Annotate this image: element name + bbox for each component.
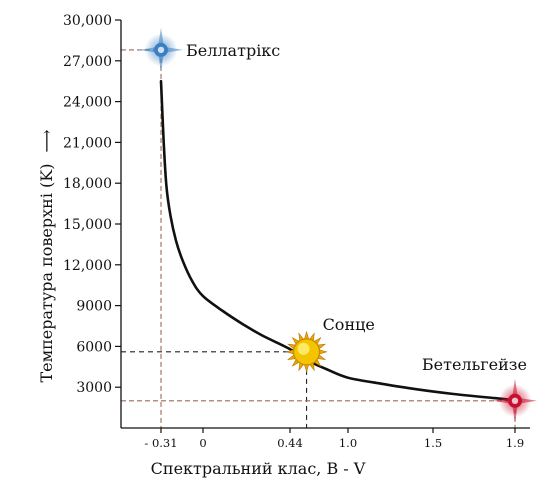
y-tick-label: 30,000 xyxy=(63,13,112,29)
sun-highlight xyxy=(297,342,310,355)
sun-ray xyxy=(304,330,310,340)
bellatrix-marker xyxy=(139,27,183,72)
x-tick-label: 0.44 xyxy=(277,436,303,450)
y-tick-label: 6000 xyxy=(76,339,112,355)
sun-marker xyxy=(285,330,328,373)
x-ticks: - 0.31 0 0.44 1.0 1.5 1.9 xyxy=(144,428,524,450)
star-label: Бетельгейзе xyxy=(422,355,527,374)
x-tick-label: 1.0 xyxy=(339,436,357,450)
star-center xyxy=(157,46,165,54)
x-tick-label: - 0.31 xyxy=(144,436,177,450)
y-tick-label: 24,000 xyxy=(63,95,112,111)
sun-ray xyxy=(319,349,328,355)
x-tick-label: 0 xyxy=(199,436,206,450)
star-label: Сонце xyxy=(323,315,375,334)
sun-ray xyxy=(304,364,310,373)
y-tick-label: 12,000 xyxy=(63,258,112,274)
y-tick-label: 21,000 xyxy=(63,135,112,151)
x-tick-label: 1.5 xyxy=(424,436,442,450)
stars: Беллатрікс Сонце Бетельгейзе xyxy=(139,27,537,423)
y-axis-title: Температура поверхні (K) ⟶ xyxy=(37,129,56,382)
y-ticks: 3000 6000 9000 12,000 15,000 18,000 21,000 24,0… xyxy=(63,13,121,396)
y-tick-label: 15,000 xyxy=(63,217,112,233)
y-tick-label: 27,000 xyxy=(63,54,112,70)
betelgeuse-marker xyxy=(493,378,537,423)
y-axis-title-text: Температура поверхні (K) xyxy=(37,164,56,383)
y-tick-label: 3000 xyxy=(76,380,112,396)
y-axis-arrow: ⟶ xyxy=(37,129,56,152)
temperature-curve xyxy=(159,79,517,402)
y-tick-label: 18,000 xyxy=(63,176,112,192)
x-axis-title: Спектральний клас, B - V xyxy=(151,459,366,478)
star-center xyxy=(511,397,519,404)
star-label: Беллатрікс xyxy=(186,41,280,60)
x-tick-label: 1.9 xyxy=(506,436,524,450)
y-tick-label: 9000 xyxy=(76,299,112,315)
